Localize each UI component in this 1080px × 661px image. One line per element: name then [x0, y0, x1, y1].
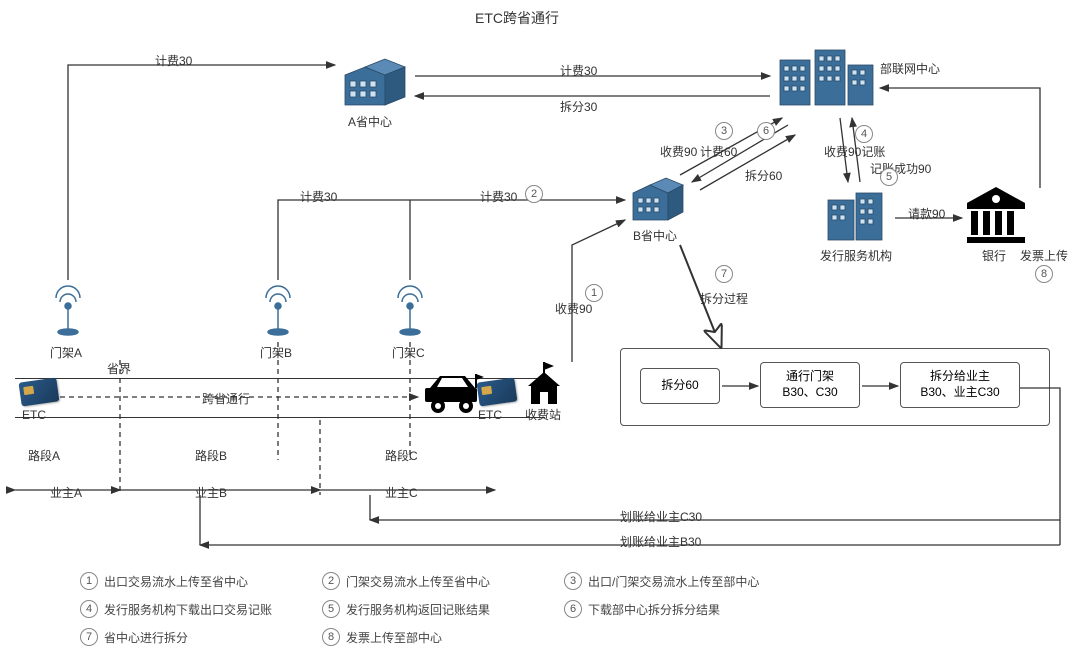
invoice-upload-label: 发票上传: [1020, 247, 1068, 264]
transit-label: 跨省通行: [200, 390, 252, 407]
legend-1: 1出口交易流水上传至省中心: [80, 572, 310, 590]
owner-c: 业主C: [385, 484, 418, 501]
legend-6: 6下载部中心拆分拆分结果: [564, 600, 794, 618]
step-6: 6: [757, 122, 775, 140]
section-c: 路段C: [385, 447, 418, 464]
toll-label: 收费站: [525, 406, 561, 423]
gantry-a-label: 门架A: [50, 344, 82, 361]
edge-sf90-2: 收费90: [555, 300, 592, 317]
gantry-b-icon: [258, 280, 298, 345]
legend-3: 3出口/门架交易流水上传至部中心: [564, 572, 794, 590]
legend-row-1: 1出口交易流水上传至省中心 2门架交易流水上传至省中心 3出口/门架交易流水上传…: [80, 572, 794, 590]
step-7: 7: [715, 265, 733, 283]
gantry-c-icon: [390, 280, 430, 345]
gantry-a-icon: [48, 280, 88, 345]
edge-cfgc: 拆分过程: [700, 290, 748, 307]
net-center-icon: [770, 40, 880, 125]
toll-icon: [522, 360, 566, 410]
b-center-label: B省中心: [633, 227, 677, 244]
bank-label: 银行: [982, 247, 1006, 264]
province-border-label: 省界: [107, 360, 131, 377]
etc-label-1: ETC: [22, 408, 46, 422]
split-box-3: 拆分给业主 B30、业主C30: [900, 362, 1020, 408]
section-a: 路段A: [28, 447, 60, 464]
edge-hzb30: 划账给业主B30: [620, 533, 701, 550]
legend-4: 4发行服务机构下载出口交易记账: [80, 600, 310, 618]
issuer-label: 发行服务机构: [820, 247, 892, 264]
issuer-icon: [820, 185, 890, 250]
edge-jf30-b: 计费30: [300, 188, 337, 205]
split-box-1: 拆分60: [640, 368, 720, 404]
edge-cf30: 拆分30: [560, 98, 597, 115]
diagram-title: ETC跨省通行: [475, 8, 559, 28]
split-box-2: 通行门架 B30、C30: [760, 362, 860, 408]
owner-b: 业主B: [195, 484, 227, 501]
a-center-icon: [340, 55, 410, 115]
edge-hzc30: 划账给业主C30: [620, 508, 702, 525]
edge-jf30-c: 计费30: [480, 188, 517, 205]
step-3: 3: [715, 122, 733, 140]
edge-qk90: 请款90: [908, 205, 945, 222]
b-center-icon: [628, 175, 688, 230]
edge-jf30-a: 计费30: [155, 52, 192, 69]
step-8: 8: [1035, 265, 1053, 283]
owner-a: 业主A: [50, 484, 82, 501]
legend-8: 8发票上传至部中心: [322, 628, 552, 646]
gantry-c-label: 门架C: [392, 344, 425, 361]
a-center-label: A省中心: [348, 113, 392, 130]
bank-icon: [965, 185, 1027, 250]
edge-sf90jz: 收费90记账: [824, 143, 885, 160]
edge-sf90: 收费90: [660, 143, 697, 160]
diagram-canvas: ETC跨省通行 A省中心: [0, 0, 1080, 661]
step-4: 4: [855, 125, 873, 143]
legend-row-2: 4发行服务机构下载出口交易记账 5发行服务机构返回记账结果 6下载部中心拆分拆分…: [80, 600, 794, 618]
legend-2: 2门架交易流水上传至省中心: [322, 572, 552, 590]
connector-overlay: [0, 0, 1080, 661]
edge-cf60: 拆分60: [745, 167, 782, 184]
step-1: 1: [585, 284, 603, 302]
etc-label-2: ETC: [478, 408, 502, 422]
step-5: 5: [880, 168, 898, 186]
step-2: 2: [525, 185, 543, 203]
net-center-label: 部联网中心: [880, 60, 940, 77]
gantry-b-label: 门架B: [260, 344, 292, 361]
legend-7: 7省中心进行拆分: [80, 628, 310, 646]
edge-jf60: 计费60: [700, 143, 737, 160]
section-b: 路段B: [195, 447, 227, 464]
edge-jf30-net: 计费30: [560, 62, 597, 79]
legend-row-3: 7省中心进行拆分 8发票上传至部中心: [80, 628, 552, 646]
legend-5: 5发行服务机构返回记账结果: [322, 600, 552, 618]
